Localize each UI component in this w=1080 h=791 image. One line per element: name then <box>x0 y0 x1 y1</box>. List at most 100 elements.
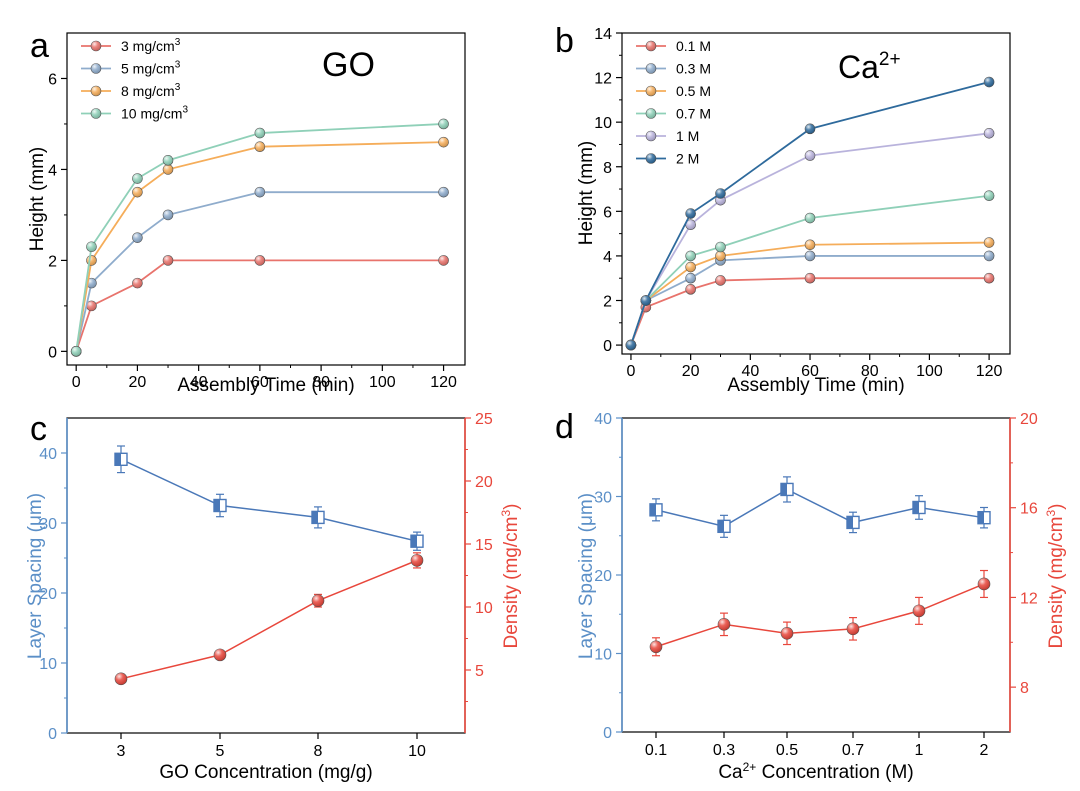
panel-a-series-3-mg-cm3-point-1 <box>86 300 97 312</box>
panel-a-series-3-mg-cm3-line <box>75 259 444 352</box>
panel-b-legend-0-5-m-marker-shine <box>646 86 656 96</box>
panel-d-ytick-label-left-30: 30 <box>594 490 612 507</box>
panel-d-series-density-point-2 <box>780 627 794 640</box>
panel-a-series-10-mg-cm3-line <box>75 123 444 352</box>
panel-a-legend-5-mg-cm3-marker <box>90 63 102 74</box>
panel-c-ytick-label-left-10: 10 <box>39 656 57 673</box>
panel-b-legend-0-7-m-marker <box>645 108 657 119</box>
panel-b-series-0-7-m-point-5 <box>983 190 995 202</box>
panel-a-series-8-mg-cm3-point-2 <box>132 186 143 198</box>
panel-b-series-0-5-m-point-2 <box>685 261 696 273</box>
panel-a-legend-3-mg-cm3-marker-shine <box>91 41 101 51</box>
panel-b-axes: 0 20 40 60 80 100 120 0 2 4 6 8 10 12 14 <box>594 26 1002 380</box>
panel-a-series-3-mg-cm3-point-2-shine <box>132 278 143 289</box>
panel-b-series-0-1-m-point-3-shine <box>715 275 726 286</box>
panel-a-xtick-label-0: 0 <box>72 374 81 391</box>
panel-d-series-layer-spacing-point-4 <box>912 500 926 515</box>
panel-c-xtick-label-8: 8 <box>314 743 323 760</box>
panel-b-legend-0-1-m-marker-shine <box>646 41 656 51</box>
panel-b-series-2-m-point-2-shine <box>685 208 696 219</box>
panel-d-xlabel: Ca2+ Concentration (M) <box>718 760 913 783</box>
panel-b-xlabel: Assembly Time (min) <box>727 375 904 396</box>
panel-c-series-density-point-1-shine <box>214 648 226 661</box>
panel-b-legend-0-5-m-label: 0.5 M <box>676 83 711 99</box>
panel-b-legend-0-7-m-label: 0.7 M <box>676 106 711 122</box>
panel-a-series-8-mg-cm3-line <box>75 141 444 352</box>
panel-d-ytick-label-left-20: 20 <box>594 568 612 585</box>
panel-b-series-2-m-point-5-shine <box>984 77 995 88</box>
panel-b-legend-0-1-m-marker <box>645 40 657 52</box>
panel-d-series-layer-spacing-point-0 <box>649 503 663 517</box>
panel-d-series-layer-spacing-point-2 <box>780 482 794 497</box>
panel-b-ytick-label-0: 0 <box>603 338 612 355</box>
panel-a-series-5-mg-cm3-line <box>75 191 444 352</box>
panel-b-xtick-label-40: 40 <box>741 363 759 380</box>
panel-a-series-3-mg-cm3-point-5-shine <box>438 255 449 266</box>
panel-c-series-layer-spacing-point-2 <box>311 510 325 525</box>
panel-c-series-density-point-3 <box>410 554 424 567</box>
panel-d-ytick-label-left-0: 0 <box>603 725 612 742</box>
panel-a-series-8-mg-cm3-point-1 <box>86 255 97 266</box>
panel-c-ytick-label-right-20: 20 <box>475 474 493 491</box>
panel-b-series-0-3-m-point-2 <box>685 272 696 284</box>
panel-d-series-layer-spacing-point-half-2 <box>781 483 787 496</box>
panel-b-xtick-label-60: 60 <box>801 363 819 380</box>
panel-b-legend-1-m-label: 1 M <box>676 128 699 144</box>
panel-c-series-layer-spacing-point-1 <box>213 498 227 513</box>
panel-a-xtick-label-40: 40 <box>190 374 208 391</box>
panel-a-xtick-label-100: 100 <box>369 374 396 391</box>
panel-b-series-0-5-m-point-4-shine <box>805 239 816 250</box>
panel-c-ytick-label-left-0: 0 <box>48 726 57 743</box>
panel-b-legend-1-m-marker-shine <box>646 131 656 141</box>
panel-a-series-10-mg-cm3-point-4 <box>254 127 266 139</box>
panel-d-series-density-point-1 <box>717 618 731 631</box>
panel-c-series <box>114 445 424 686</box>
panel-d-series-layer-spacing-line <box>655 488 985 528</box>
panel-c-ytick-label-right-10: 10 <box>475 600 493 617</box>
panel-b-xtick-label-0: 0 <box>627 363 636 380</box>
panel-b-series-0-3-m-point-4-shine <box>805 250 816 261</box>
panel-label-c: c <box>30 410 47 448</box>
panel-b-frame <box>621 32 1011 355</box>
panel-a-series-10-mg-cm3-point-5 <box>438 118 449 130</box>
panel-b-series-2-m-point-0-shine <box>625 340 636 351</box>
panel-a-legend-5-mg-cm3-marker-shine <box>91 63 101 74</box>
panel-d-series-layer-spacing-point-half-4 <box>913 501 919 514</box>
panel-d-series-layer-spacing-point-1 <box>717 519 731 534</box>
panel-a-series-8-mg-cm3-point-2-shine <box>132 187 143 198</box>
panel-c-series-density-point-0-shine <box>115 672 127 685</box>
panel-b-series-0-5-m-point-4 <box>804 239 816 251</box>
panel-a-series-5-mg-cm3-point-2 <box>132 232 143 243</box>
panel-a-series-10-mg-cm3-point-1-shine <box>86 241 97 252</box>
panel-a-legend-10-mg-cm3-marker-shine <box>91 108 101 119</box>
panel-b-series-0-3-m-point-2-shine <box>685 273 696 284</box>
panel-a-series-8-mg-cm3-point-5-shine <box>438 137 449 148</box>
panel-a-series-5-mg-cm3-point-3 <box>162 209 174 221</box>
panel-d-series-density-point-0 <box>649 640 663 654</box>
panel-a-series-3-mg-cm3-point-2 <box>132 277 143 289</box>
panel-a-legend-3-mg-cm3-label: 3 mg/cm3 <box>121 37 181 54</box>
panel-c-series-layer-spacing-point-half-2 <box>312 511 318 524</box>
panel-a-series-5-mg-cm3-point-3-shine <box>163 209 174 220</box>
panel-b-series-0-1-m-point-3 <box>715 275 726 286</box>
panel-b-series-0-5-m-point-5-shine <box>984 237 995 248</box>
panel-a-series-10-mg-cm3-point-5-shine <box>438 118 449 129</box>
panel-c-series-density-point-1 <box>213 648 227 662</box>
panel-a-series-8-mg-cm3-point-3-shine <box>163 164 174 175</box>
panel-b-ytick-label-4: 4 <box>603 249 612 266</box>
panel-b-legend-0-3-m-marker <box>645 63 657 74</box>
panel-a-legend-5-mg-cm3-label: 5 mg/cm3 <box>121 60 181 77</box>
panel-c-series-density-point-2 <box>311 594 325 608</box>
panel-d-series-layer-spacing-point-half-3 <box>847 516 853 529</box>
panel-b-series-2-m-point-1-shine <box>640 295 651 306</box>
panel-a-xtick-label-80: 80 <box>312 374 330 391</box>
panel-b-series-2-m-point-4-shine <box>805 123 816 134</box>
panel-b-ytick-label-10: 10 <box>594 115 612 132</box>
panel-a-series-5-mg-cm3-point-5 <box>438 186 449 198</box>
panel-b-series-1-m-point-2 <box>685 219 696 231</box>
panel-b-legend-2-m-marker <box>645 153 657 164</box>
panel-a-legend-10-mg-cm3-marker <box>90 108 102 119</box>
panel-d-ytick-label-left-40: 40 <box>594 411 612 428</box>
